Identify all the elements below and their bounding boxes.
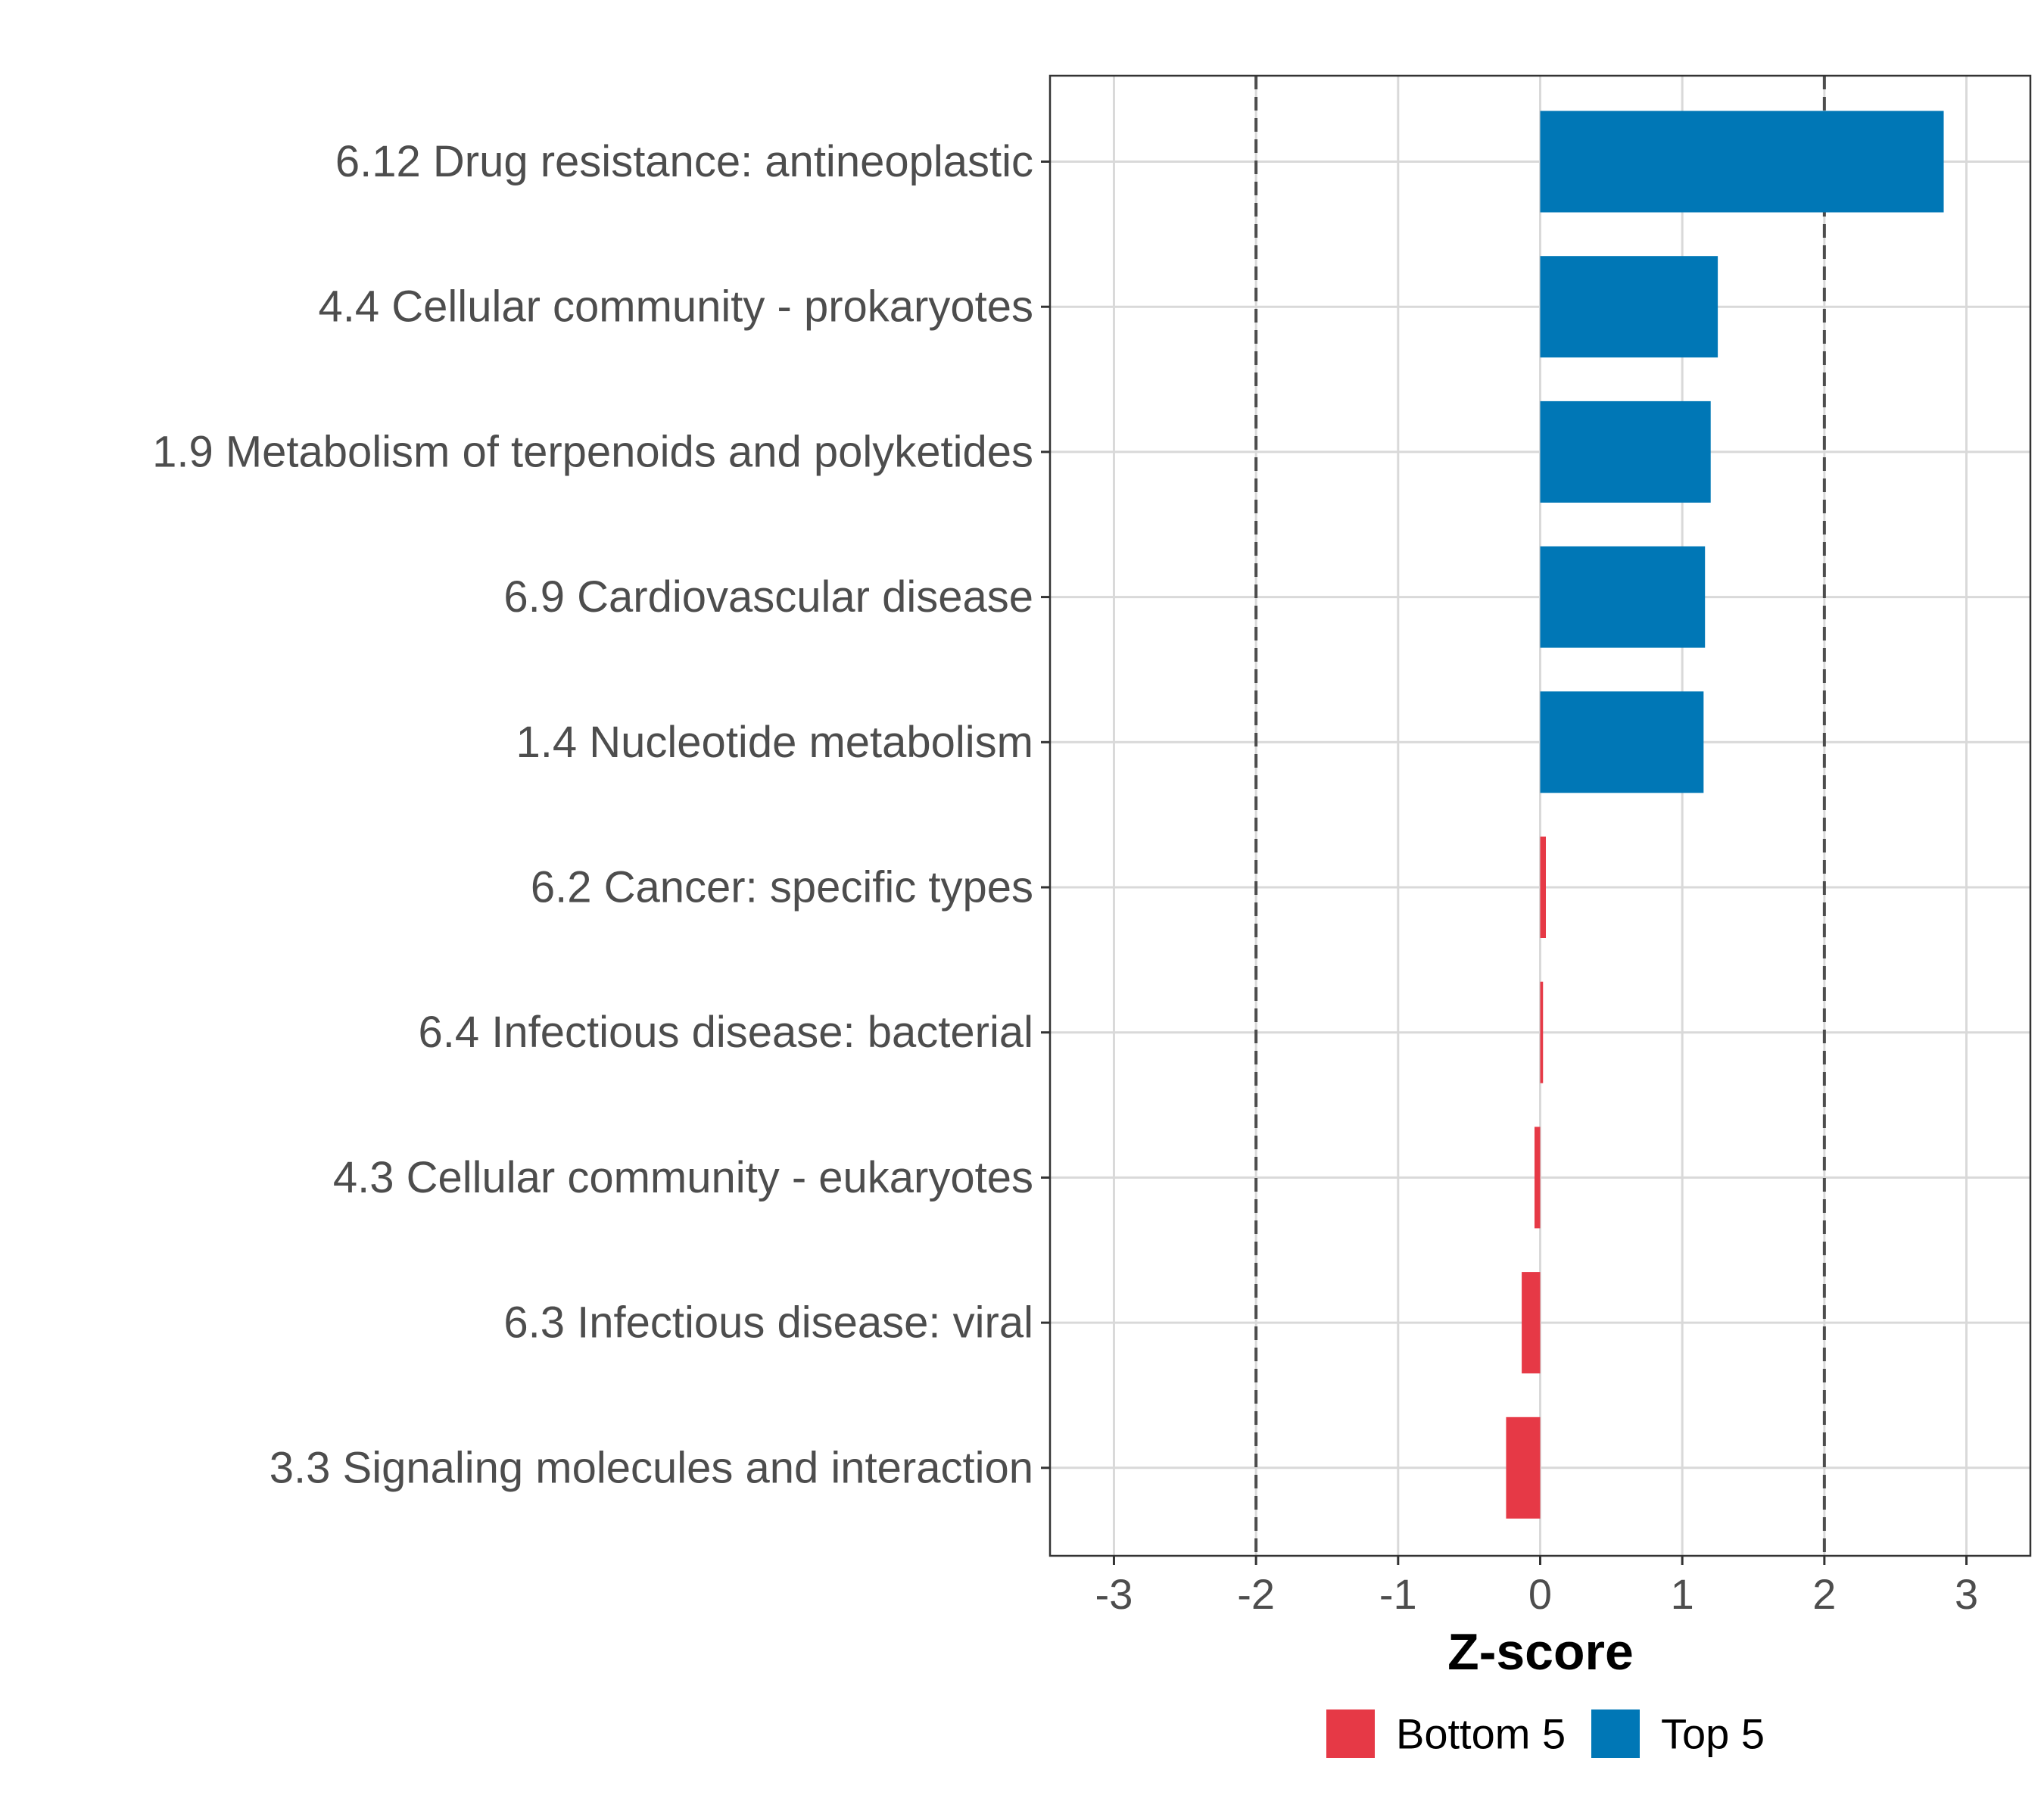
bar	[1540, 111, 1944, 213]
reference-lines	[1254, 76, 1826, 1556]
category-label: 6.2 Cancer: specific types	[531, 863, 1033, 912]
x-axis-title: Z-score	[1447, 1623, 1634, 1681]
x-axis-ticks: -3 -2 -1 0 1 2 3	[1095, 1556, 1978, 1618]
x-tick-label: -1	[1379, 1570, 1417, 1618]
category-label: 6.12 Drug resistance: antineoplastic	[335, 137, 1033, 186]
bar	[1540, 837, 1547, 938]
category-label: 1.9 Metabolism of terpenoids and polyket…	[152, 427, 1033, 476]
category-label: 6.9 Cardiovascular disease	[503, 572, 1033, 622]
bar	[1540, 546, 1706, 648]
x-tick-label: -2	[1237, 1570, 1275, 1618]
x-tick-label: -3	[1095, 1570, 1133, 1618]
x-tick-label: 2	[1812, 1570, 1836, 1618]
category-label: 6.3 Infectious disease: viral	[503, 1298, 1033, 1348]
x-tick-label: 1	[1671, 1570, 1694, 1618]
bars	[1506, 111, 1944, 1519]
legend-swatch	[1326, 1709, 1375, 1758]
category-label: 4.3 Cellular community - eukaryotes	[333, 1153, 1033, 1202]
x-tick-label: 3	[1955, 1570, 1978, 1618]
category-label: 4.4 Cellular community - prokaryotes	[319, 282, 1033, 332]
x-tick-label: 0	[1528, 1570, 1552, 1618]
bar	[1522, 1272, 1541, 1374]
legend-label: Top 5	[1661, 1710, 1765, 1758]
category-label: 3.3 Signaling molecules and interaction	[270, 1443, 1033, 1492]
legend-label: Bottom 5	[1396, 1710, 1566, 1758]
bar	[1540, 981, 1544, 1083]
bar	[1506, 1417, 1541, 1519]
legend: Bottom 5 Top 5	[1326, 1709, 1765, 1758]
bar	[1540, 691, 1704, 793]
bar	[1540, 256, 1718, 358]
legend-swatch	[1591, 1709, 1640, 1758]
category-label: 6.4 Infectious disease: bacterial	[419, 1008, 1033, 1057]
bar	[1534, 1127, 1541, 1229]
bar	[1540, 400, 1711, 503]
category-label: 1.4 Nucleotide metabolism	[516, 718, 1033, 767]
category-labels: 6.12 Drug resistance: antineoplastic 4.4 …	[152, 137, 1050, 1492]
